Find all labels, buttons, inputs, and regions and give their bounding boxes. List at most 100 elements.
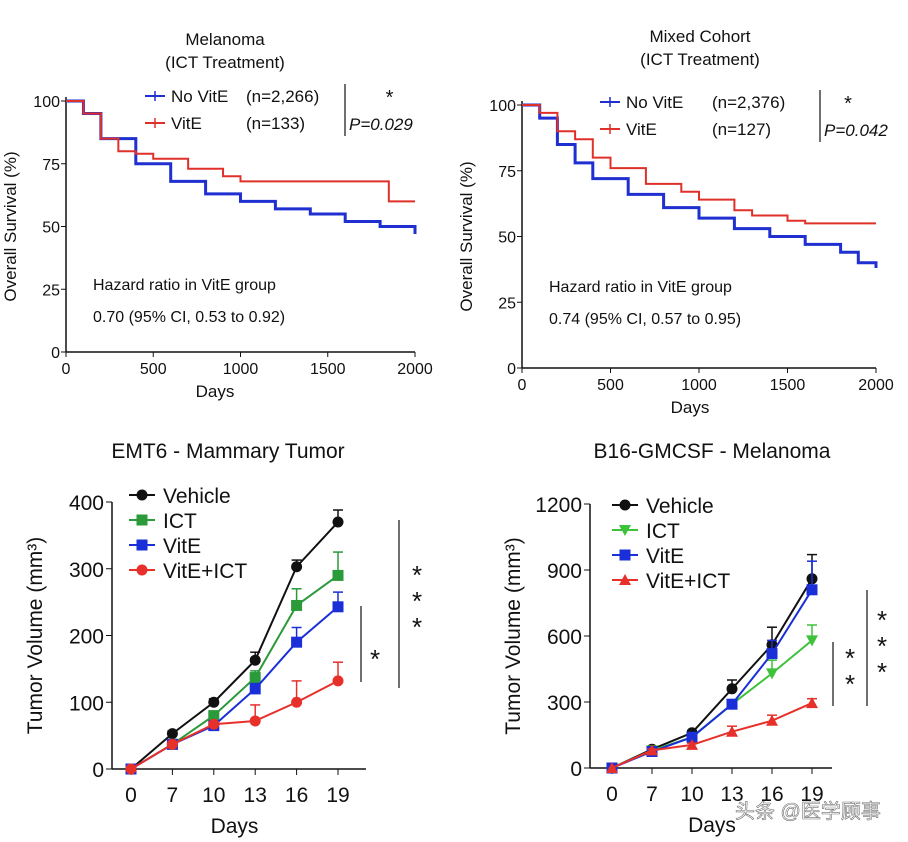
data-point xyxy=(249,683,261,695)
chart-title: Melanoma xyxy=(185,30,265,49)
data-point xyxy=(249,672,261,684)
x-tick-label: 13 xyxy=(720,783,743,806)
legend-n-label: (n=2,266) xyxy=(246,87,319,106)
x-tick-label: 19 xyxy=(800,783,823,806)
x-tick-label: 0 xyxy=(606,783,618,806)
data-point xyxy=(686,738,698,750)
chart-title: Mixed Cohort xyxy=(649,27,750,46)
series-line xyxy=(130,606,339,770)
significance-stars: * xyxy=(370,644,380,674)
km-curve-vite xyxy=(66,100,415,203)
legend-label: Vehicle xyxy=(163,485,231,508)
chart-subtitle: (ICT Treatment) xyxy=(640,50,760,69)
series-line xyxy=(611,639,813,769)
legend-marker xyxy=(136,514,148,526)
legend-marker xyxy=(619,549,631,561)
p-value: P=0.029 xyxy=(349,115,413,134)
y-axis-label: Overall Survival (%) xyxy=(1,151,20,301)
y-tick-label: 75 xyxy=(42,157,60,174)
data-point xyxy=(291,599,303,611)
watermark: 头条 @医学顾事 xyxy=(735,800,881,823)
data-point xyxy=(291,696,303,708)
y-tick-label: 300 xyxy=(547,692,582,715)
legend-n-label: (n=133) xyxy=(246,114,305,133)
significance-star: * xyxy=(386,87,394,109)
y-axis-label: Overall Survival (%) xyxy=(457,161,476,311)
series-line xyxy=(611,589,813,769)
data-point xyxy=(208,696,220,708)
y-tick-label: 1200 xyxy=(535,494,582,517)
star: * xyxy=(877,631,887,661)
y-tick-label: 200 xyxy=(69,626,104,649)
x-axis-label: Days xyxy=(196,382,235,401)
legend-marker xyxy=(619,499,631,511)
legend-label: VitE+ICT xyxy=(163,560,247,583)
star: * xyxy=(412,612,422,642)
y-tick-label: 100 xyxy=(69,692,104,715)
x-tick-label: 19 xyxy=(326,784,349,807)
km-panel-1: Mixed Cohort(ICT Treatment)0 500 1000 1500 2… xyxy=(457,27,894,417)
x-tick-label: 10 xyxy=(202,784,225,807)
y-tick-label: 25 xyxy=(498,295,516,312)
y-axis-label: Tumor Volume (mm³) xyxy=(502,537,525,735)
x-tick-label: 16 xyxy=(285,784,308,807)
x-tick-label: 0 xyxy=(518,377,527,394)
star: * xyxy=(370,644,380,674)
data-point xyxy=(606,762,618,773)
x-axis-label: Days xyxy=(671,398,710,417)
legend-label: Vehicle xyxy=(646,495,714,518)
data-point xyxy=(291,561,303,573)
hazard-ratio-label: Hazard ratio in VitE group xyxy=(93,277,276,294)
data-point xyxy=(726,725,738,737)
x-tick-label: 1000 xyxy=(223,361,259,378)
legend-marker xyxy=(619,574,631,585)
legend-label: VitE xyxy=(646,545,684,568)
y-tick-label: 600 xyxy=(547,626,582,649)
legend-marker xyxy=(619,525,631,536)
hazard-ratio-value: 0.70 (95% CI, 0.53 to 0.92) xyxy=(93,309,285,326)
legend-n-label: (n=2,376) xyxy=(712,93,785,112)
data-point xyxy=(249,654,261,666)
x-tick-label: 0 xyxy=(62,361,71,378)
chart-title: B16-GMCSF - Melanoma xyxy=(594,440,831,463)
series-ict xyxy=(125,551,344,775)
legend-label: VitE+ICT xyxy=(646,570,730,593)
significance-stars: * * * xyxy=(877,605,887,687)
x-tick-label: 13 xyxy=(244,784,267,807)
data-point xyxy=(686,731,698,743)
data-point xyxy=(166,738,178,750)
data-point xyxy=(332,516,344,528)
data-point xyxy=(806,635,818,647)
tumor-panel-0: EMT6 - Mammary Tumor 0 7 10 13 16 19 0 100 200 300… xyxy=(24,440,422,838)
series-line xyxy=(130,574,339,770)
data-point xyxy=(166,728,178,740)
star: * xyxy=(412,560,422,590)
data-point xyxy=(806,697,818,709)
series-vite-ict xyxy=(606,697,818,773)
star: * xyxy=(845,669,855,699)
significance-stars: * * * xyxy=(412,560,422,642)
y-tick-label: 50 xyxy=(498,230,516,247)
data-point xyxy=(766,714,778,726)
hazard-ratio-value: 0.74 (95% CI, 0.57 to 0.95) xyxy=(549,311,741,328)
y-tick-label: 100 xyxy=(489,98,516,115)
data-point xyxy=(249,715,261,727)
legend-marker xyxy=(136,564,148,576)
series-line xyxy=(130,680,339,770)
data-point xyxy=(726,683,738,695)
legend-marker xyxy=(136,489,148,501)
series-line xyxy=(611,578,813,769)
km-panel-0: Melanoma(ICT Treatment)0 500 1000 1500 20000… xyxy=(1,30,433,401)
data-point xyxy=(332,569,344,581)
data-point xyxy=(766,648,778,660)
star: * xyxy=(877,657,887,687)
p-value: P=0.042 xyxy=(824,121,888,140)
data-point xyxy=(208,718,220,730)
legend-label: VitE xyxy=(171,114,202,133)
x-tick-label: 16 xyxy=(760,783,783,806)
x-tick-label: 500 xyxy=(140,361,167,378)
series-vite xyxy=(125,591,344,775)
legend-n-label: (n=127) xyxy=(712,120,771,139)
y-tick-label: 400 xyxy=(69,492,104,515)
